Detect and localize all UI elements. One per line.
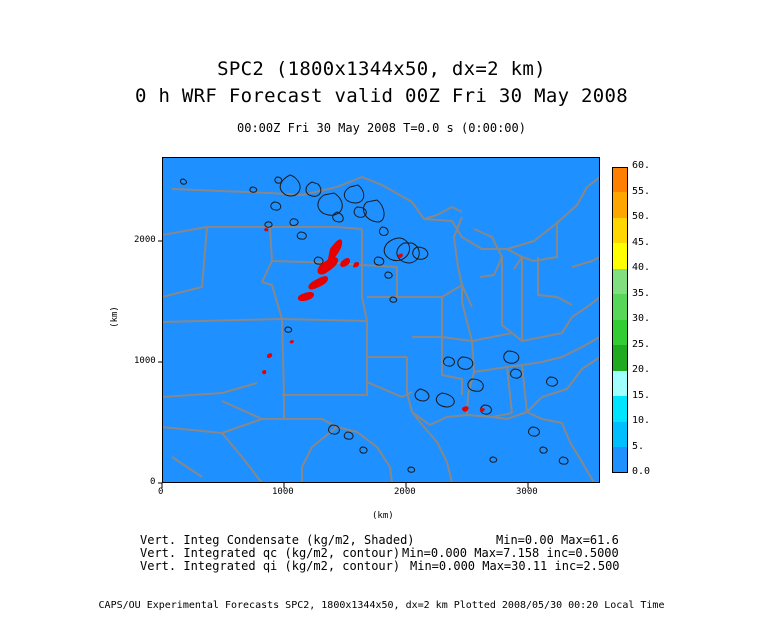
annotation-1-right: Min=0.00 Max=61.6	[496, 533, 619, 547]
colorbar-seg-2	[612, 396, 628, 422]
high-condensate-shading	[262, 228, 485, 413]
x-tick-1000: 1000	[272, 487, 294, 497]
colorbar-label-45: 45.	[632, 237, 651, 248]
colorbar-label-60: 60.	[632, 160, 651, 171]
colorbar-label-20: 20.	[632, 364, 651, 375]
forecast-map	[162, 157, 600, 483]
colorbar-label-55: 55.	[632, 186, 651, 197]
x-tick-3000: 3000	[516, 487, 538, 497]
contour-qc-qi	[180, 174, 569, 473]
colorbar-label-40: 40.	[632, 262, 651, 273]
colorbar-seg-11	[612, 167, 628, 192]
title-line-1: SPC2 (1800x1344x50, dx=2 km)	[217, 58, 546, 80]
colorbar-seg-6	[612, 294, 628, 320]
colorbar-label-50: 50.	[632, 211, 651, 222]
annotation-2-right: Min=0.000 Max=7.158 inc=0.5000	[402, 546, 619, 560]
annotation-2-left: Vert. Integrated qc (kg/m2, contour)	[140, 546, 401, 560]
x-axis-label: (km)	[372, 511, 394, 521]
annotation-1-left: Vert. Integ Condensate (kg/m2, Shaded)	[140, 533, 415, 547]
colorbar-label-5: 5.	[632, 441, 645, 452]
y-tick-0: 0	[150, 477, 156, 487]
time-info: 00:00Z Fri 30 May 2008 T=0.0 s (0:00:00)	[237, 121, 526, 135]
colorbar-seg-9	[612, 218, 628, 243]
x-tick-0: 0	[158, 487, 164, 497]
x-tick-2000: 2000	[394, 487, 416, 497]
map-frame	[162, 157, 600, 483]
state-borders	[162, 176, 600, 483]
colorbar-seg-1	[612, 422, 628, 447]
colorbar-seg-10	[612, 192, 628, 218]
colorbar-label-30: 30.	[632, 313, 651, 324]
colorbar-seg-8	[612, 243, 628, 269]
colorbar-label-0: 0.0	[632, 466, 651, 477]
y-tick-1000: 1000	[134, 356, 156, 366]
colorbar-label-10: 10.	[632, 415, 651, 426]
y-axis-label: (km)	[109, 306, 120, 328]
colorbar-seg-5	[612, 320, 628, 345]
axis-tick-marks	[158, 240, 529, 488]
colorbar	[612, 167, 628, 473]
colorbar-label-15: 15.	[632, 390, 651, 401]
colorbar-seg-4	[612, 345, 628, 371]
colorbar-seg-0	[612, 447, 628, 473]
annotation-3-right: Min=0.000 Max=30.11 inc=2.500	[410, 559, 620, 573]
colorbar-seg-3	[612, 371, 628, 396]
colorbar-label-25: 25.	[632, 339, 651, 350]
colorbar-seg-7	[612, 269, 628, 294]
colorbar-label-35: 35.	[632, 288, 651, 299]
y-tick-2000: 2000	[134, 235, 156, 245]
annotation-3-left: Vert. Integrated qi (kg/m2, contour)	[140, 559, 401, 573]
title-line-2: 0 h WRF Forecast valid 00Z Fri 30 May 20…	[134, 85, 629, 107]
footer-credit: CAPS/OU Experimental Forecasts SPC2, 180…	[98, 600, 665, 611]
